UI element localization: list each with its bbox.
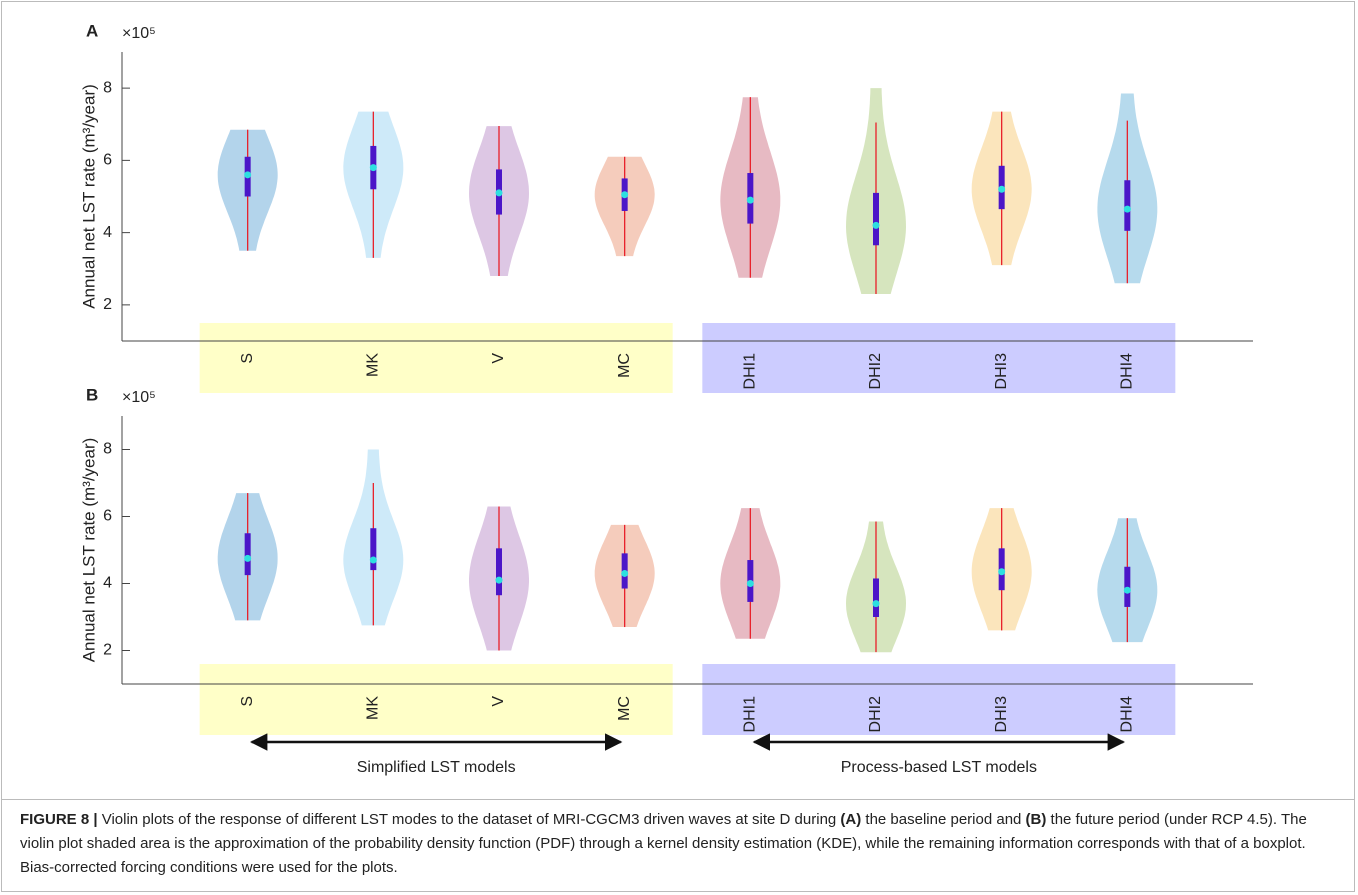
median	[495, 189, 503, 197]
x-tick-label: DHI3	[993, 353, 1010, 390]
caption-text: (A)	[840, 811, 862, 828]
scale-label: ×10⁵	[122, 25, 156, 42]
y-tick-label: 6	[103, 508, 112, 525]
x-tick-label: DHI1	[742, 353, 759, 390]
y-tick-label: 2	[103, 296, 112, 313]
y-axis-label: Annual net LST rate (m³/year)	[79, 84, 98, 309]
caption: FIGURE 8 | Violin plots of the response …	[20, 808, 1340, 880]
y-tick-label: 4	[103, 575, 112, 592]
caption-text: (B)	[1025, 811, 1047, 828]
median	[746, 196, 754, 204]
x-tick-label: DHI2	[867, 353, 884, 390]
y-tick-label: 8	[103, 79, 112, 96]
median	[872, 221, 880, 229]
x-tick-label: MK	[365, 353, 382, 377]
x-tick-label: DHI3	[993, 696, 1010, 733]
y-tick-label: 6	[103, 152, 112, 169]
group-highlight	[199, 664, 673, 735]
x-tick-label: DHI2	[867, 696, 884, 733]
chart: A ×10⁵ Annual net LST rate (m³/year) 2 4 6 8 S M…	[79, 21, 1253, 776]
x-tick-label: V	[490, 696, 507, 707]
group-highlight	[702, 664, 1176, 735]
median	[872, 600, 880, 608]
iqr-box	[370, 528, 377, 571]
scale-label: ×10⁵	[122, 389, 156, 406]
median	[998, 185, 1006, 193]
median	[998, 568, 1006, 576]
median	[1123, 586, 1131, 594]
iqr-box	[1124, 180, 1131, 231]
x-tick-label: S	[239, 696, 256, 707]
iqr-box	[496, 548, 502, 596]
x-tick-label: S	[239, 353, 256, 364]
median	[621, 569, 629, 577]
x-tick-label: MC	[616, 696, 633, 721]
x-tick-label: DHI4	[1119, 353, 1136, 390]
x-tick-label: MC	[616, 353, 633, 378]
median	[369, 164, 377, 172]
caption-text: Violin plots of the response of differen…	[97, 811, 841, 828]
x-tick-label: DHI1	[742, 696, 759, 733]
y-tick-label: 4	[103, 224, 112, 241]
median	[621, 191, 629, 199]
median	[1123, 205, 1131, 213]
median	[244, 171, 252, 179]
group-label: Simplified LST models	[357, 759, 516, 776]
y-tick-label: 2	[103, 642, 112, 659]
caption-text: the baseline period and	[861, 811, 1026, 828]
median	[746, 580, 754, 587]
median	[495, 576, 503, 584]
panel-label: A	[86, 21, 98, 40]
median	[369, 556, 377, 564]
iqr-box	[873, 578, 879, 617]
x-tick-label: V	[490, 353, 507, 364]
x-tick-label: DHI4	[1119, 696, 1136, 733]
y-axis-label: Annual net LST rate (m³/year)	[79, 438, 98, 663]
group-highlight	[702, 323, 1176, 393]
median	[244, 554, 252, 562]
separator	[1, 799, 1355, 800]
group-label: Process-based LST models	[841, 759, 1037, 776]
iqr-box	[873, 192, 879, 246]
iqr-box	[244, 533, 251, 576]
panel-label: B	[86, 385, 98, 404]
x-tick-label: MK	[365, 696, 382, 720]
caption-text: the future period (under RCP 4.5). The v…	[20, 811, 1311, 876]
caption-text: FIGURE 8 |	[20, 811, 98, 828]
group-highlight	[199, 323, 673, 393]
y-tick-label: 8	[103, 441, 112, 458]
